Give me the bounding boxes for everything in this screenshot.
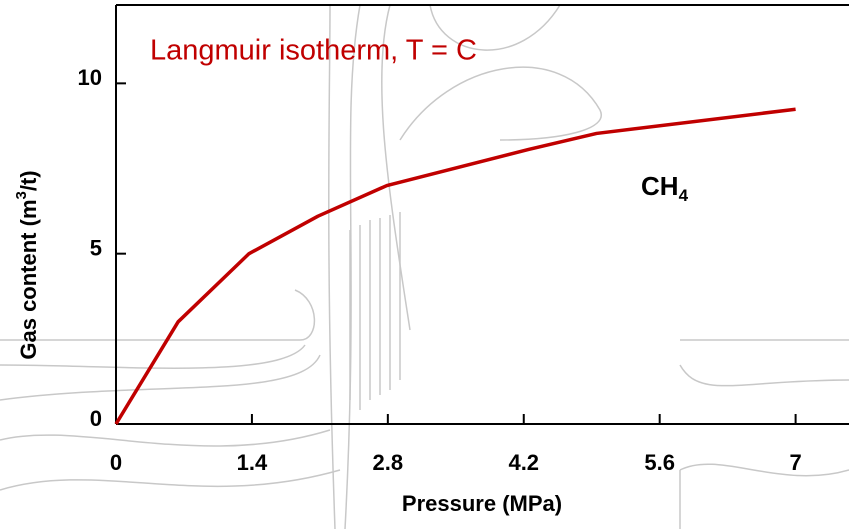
y-label-part: Gas content (m: [16, 199, 41, 359]
y-tick-label: 10: [78, 65, 102, 90]
x-axis-label: Pressure (MPa): [402, 491, 562, 516]
x-tick-label: 5.6: [644, 450, 675, 475]
y-axis-label: Gas content (m3/t): [13, 170, 41, 359]
y-label-sup: 3: [13, 191, 30, 199]
gas-label-sub: 4: [679, 186, 689, 205]
data-line: [114, 107, 796, 425]
y-tick-label: 5: [90, 235, 102, 260]
annotation: Langmuir isotherm, T = C: [150, 35, 477, 67]
y-tick-label: 0: [90, 406, 102, 431]
x-tick-label: 7: [789, 450, 801, 475]
x-tick-label: 0: [110, 450, 122, 475]
y-label-part: /t): [16, 170, 41, 191]
x-tick-label: 4.2: [508, 450, 539, 475]
x-tick-label: 2.8: [373, 450, 404, 475]
x-tick-label: 1.4: [237, 450, 268, 475]
gas-label-part: CH: [641, 171, 679, 201]
gas-label: CH4: [641, 171, 689, 206]
background-sketch: [0, 4, 849, 529]
